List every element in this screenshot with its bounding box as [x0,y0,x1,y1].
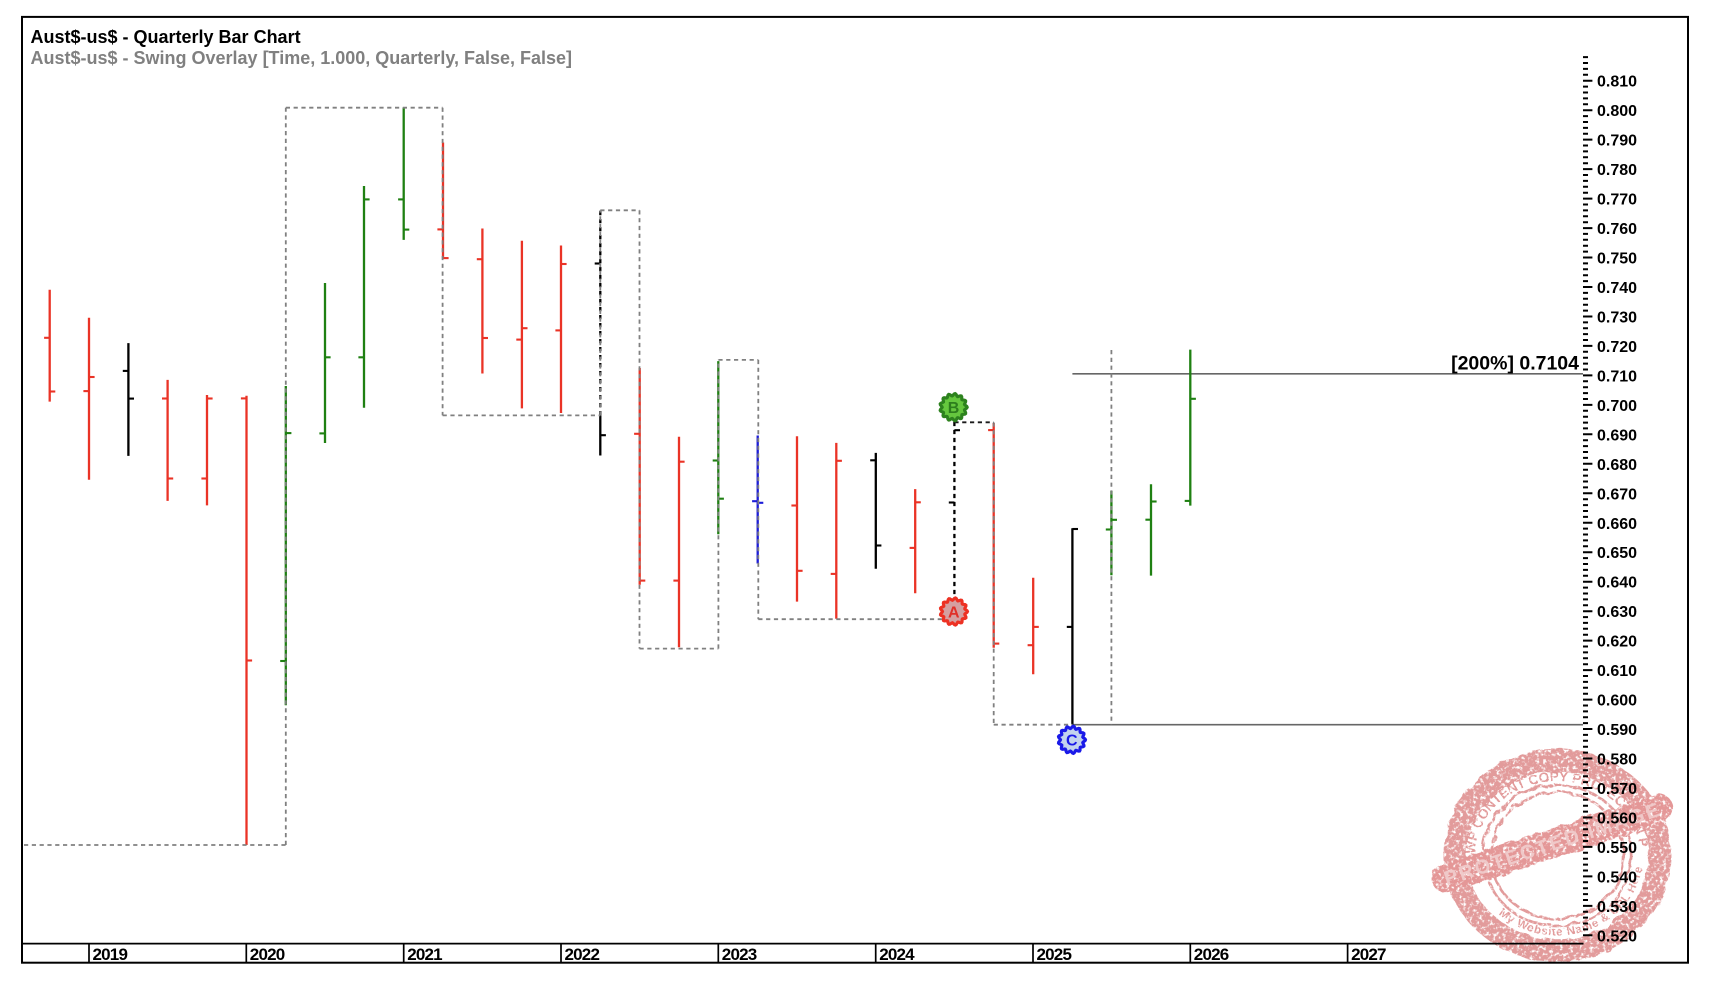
svg-text:0.540: 0.540 [1597,869,1637,886]
svg-text:0.780: 0.780 [1597,162,1637,179]
svg-text:0.520: 0.520 [1597,928,1637,945]
svg-text:0.590: 0.590 [1597,722,1637,739]
svg-text:0.710: 0.710 [1597,368,1637,385]
svg-text:0.750: 0.750 [1597,251,1637,268]
svg-text:0.530: 0.530 [1597,899,1637,916]
svg-text:0.620: 0.620 [1597,634,1637,651]
svg-text:0.650: 0.650 [1597,545,1637,562]
svg-text:0.790: 0.790 [1597,133,1637,150]
svg-text:2021: 2021 [407,945,442,964]
svg-text:0.570: 0.570 [1597,781,1637,798]
svg-text:0.550: 0.550 [1597,840,1637,857]
svg-text:2023: 2023 [722,945,757,964]
svg-text:2026: 2026 [1194,945,1229,964]
svg-text:0.690: 0.690 [1597,427,1637,444]
svg-text:WP CONTENT COPY PROTECTION PLU: WP CONTENT COPY PROTECTION PLUGIN [0,0,1651,854]
svg-text:2025: 2025 [1037,945,1072,964]
svg-text:B: B [948,400,960,417]
svg-text:Aust$-us$ - Quarterly Bar Char: Aust$-us$ - Quarterly Bar Chart [31,27,301,47]
svg-text:0.630: 0.630 [1597,604,1637,621]
svg-text:0.670: 0.670 [1597,486,1637,503]
svg-text:2027: 2027 [1351,945,1386,964]
svg-text:Aust$-us$ - Swing Overlay [Tim: Aust$-us$ - Swing Overlay [Time, 1.000, … [31,48,573,68]
svg-text:0.580: 0.580 [1597,752,1637,769]
svg-text:0.770: 0.770 [1597,192,1637,209]
svg-text:0.610: 0.610 [1597,663,1637,680]
svg-text:0.560: 0.560 [1597,811,1637,828]
svg-text:[200%] 0.7104: [200%] 0.7104 [1451,353,1579,375]
svg-text:2019: 2019 [93,945,128,964]
svg-text:2020: 2020 [250,945,285,964]
svg-text:0.810: 0.810 [1597,74,1637,91]
svg-text:0.700: 0.700 [1597,398,1637,415]
svg-text:0.800: 0.800 [1597,103,1637,120]
svg-text:0.760: 0.760 [1597,221,1637,238]
svg-text:0.600: 0.600 [1597,693,1637,710]
svg-text:0.680: 0.680 [1597,457,1637,474]
svg-text:0.720: 0.720 [1597,339,1637,356]
svg-text:2024: 2024 [879,945,915,964]
svg-text:C: C [1066,733,1078,750]
svg-text:A: A [948,604,960,621]
svg-text:0.730: 0.730 [1597,310,1637,327]
svg-text:2022: 2022 [565,945,600,964]
svg-text:0.640: 0.640 [1597,575,1637,592]
svg-text:0.660: 0.660 [1597,516,1637,533]
svg-text:0.740: 0.740 [1597,280,1637,297]
